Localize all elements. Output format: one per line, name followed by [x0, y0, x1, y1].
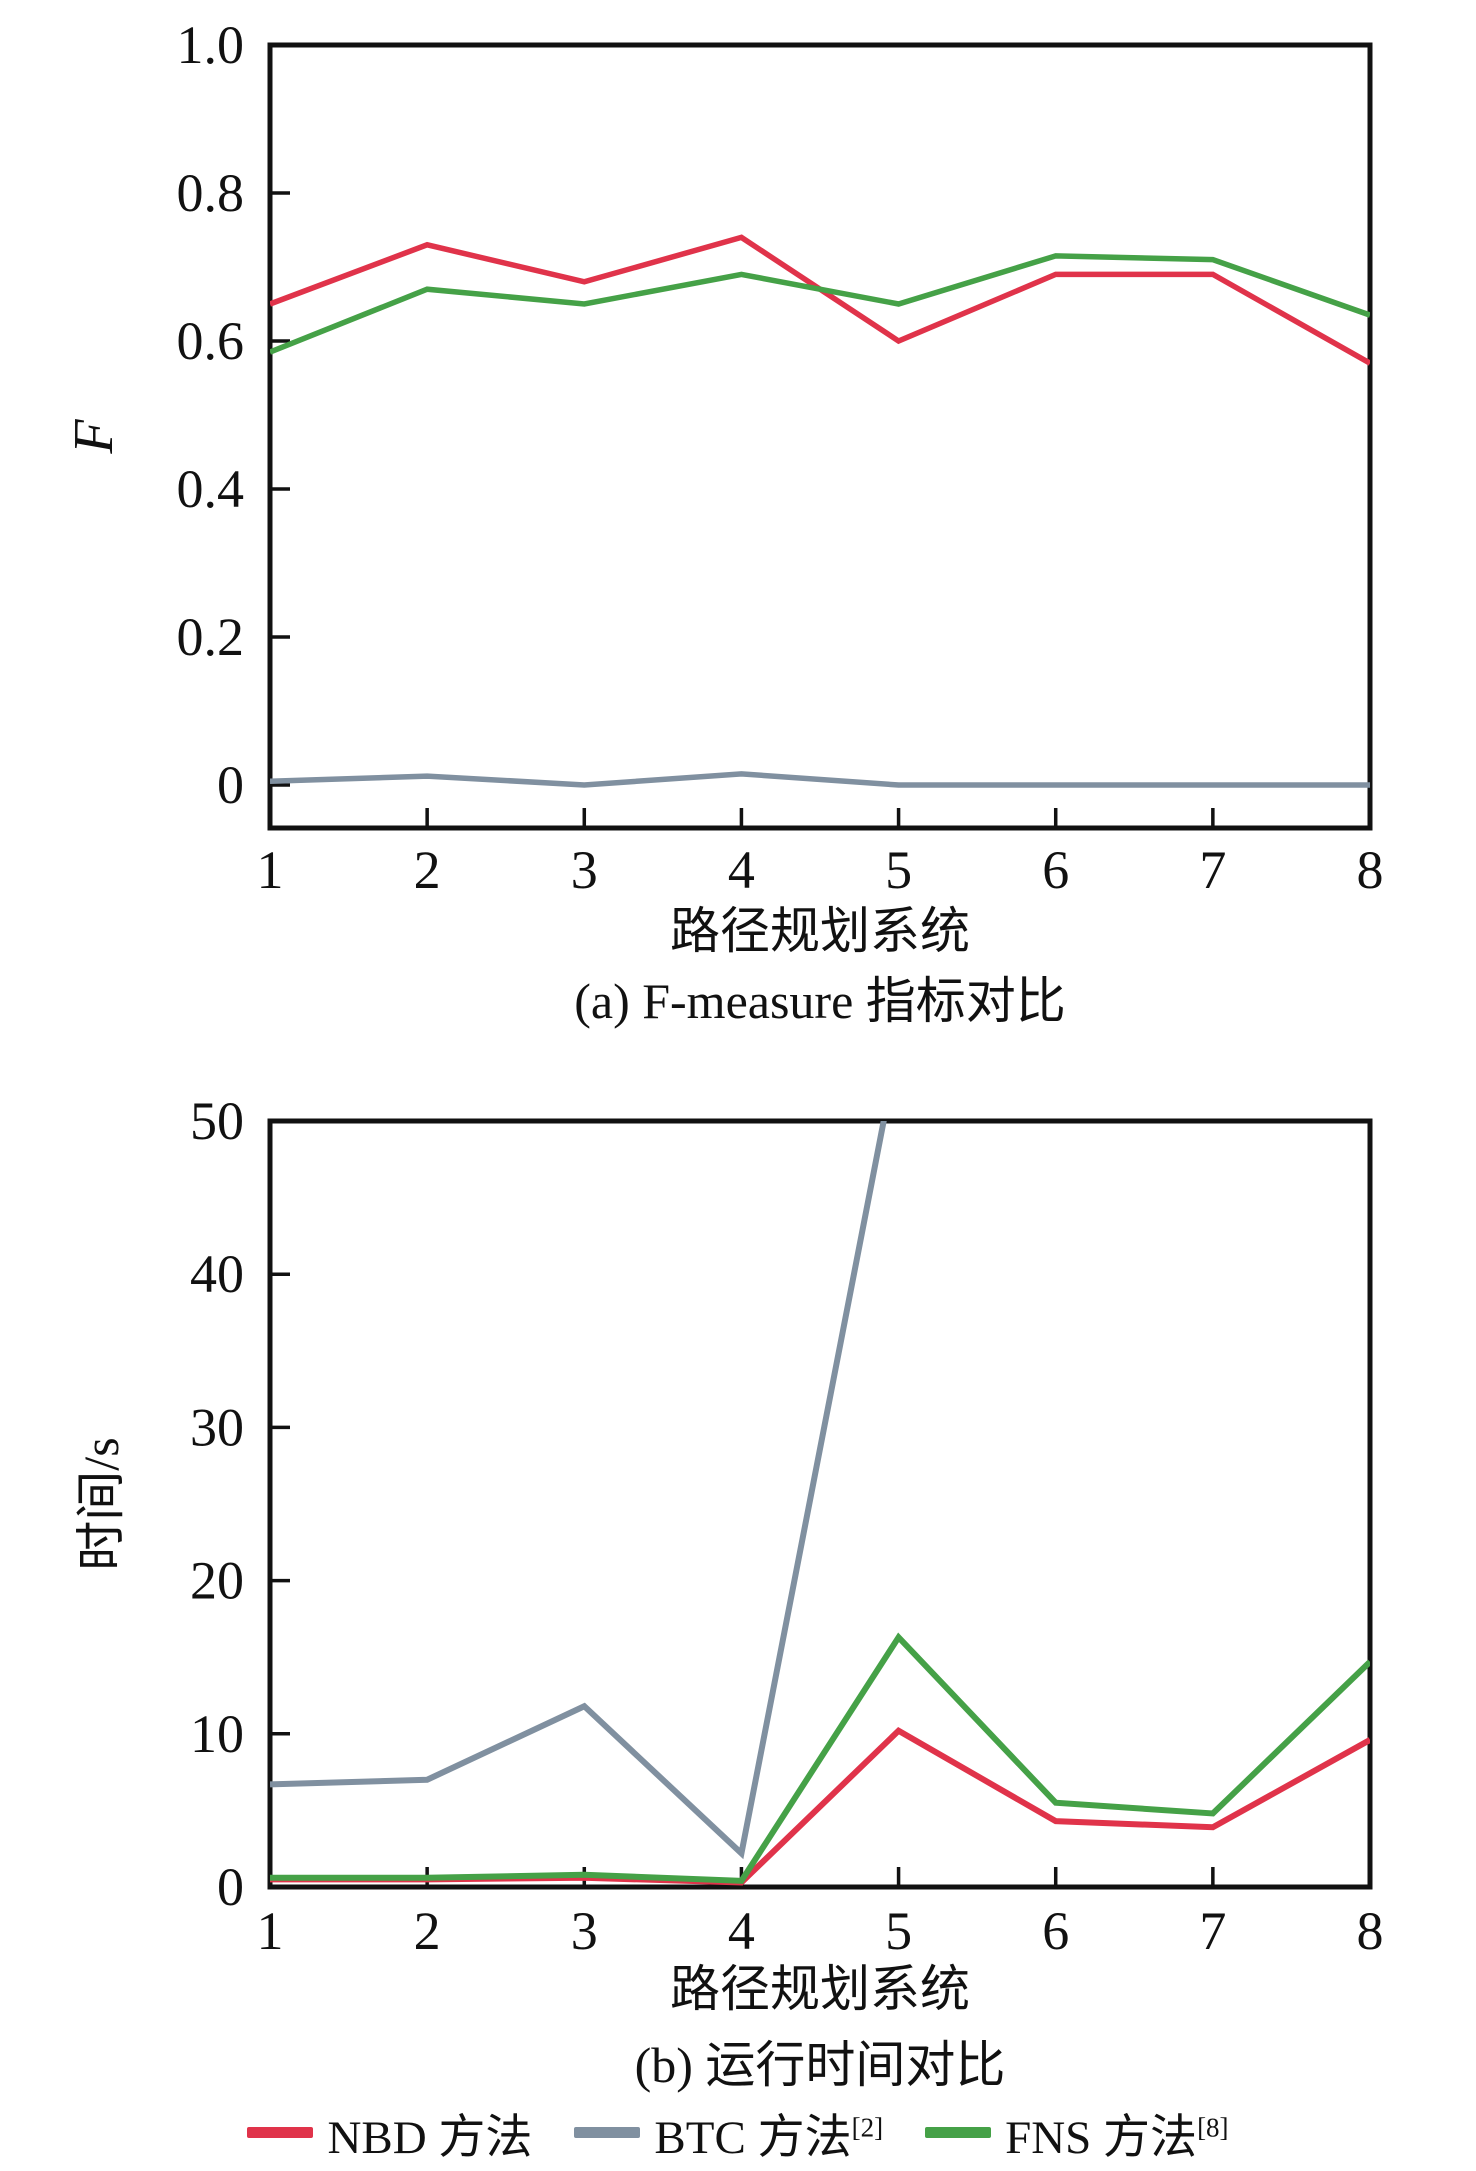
panel-caption: (b) 运行时间对比 [635, 2037, 1006, 2093]
y-tick-label: 0.4 [177, 459, 245, 519]
series-line-2 [270, 1632, 1370, 1884]
x-axis-label: 路径规划系统 [670, 903, 970, 959]
series-line-1 [270, 771, 1370, 788]
legend-swatch-0 [247, 2127, 314, 2138]
legend-label-btc: BTC 方法[2] [654, 2112, 884, 2164]
x-tick-label: 1 [257, 840, 284, 900]
legend-label-nbd: NBD 方法 [327, 2112, 533, 2164]
y-axis-label: F [63, 419, 125, 455]
x-tick-label: 5 [885, 1901, 912, 1961]
legend-item-fns: FNS 方法[8] [925, 2098, 1229, 2167]
series-line-2 [270, 253, 1370, 355]
legend: NBD 方法 BTC 方法[2] FNS 方法[8] [0, 2098, 1476, 2167]
x-tick-label: 6 [1042, 840, 1069, 900]
y-tick-label: 20 [190, 1551, 244, 1611]
y-tick-label: 0 [217, 1857, 244, 1917]
x-tick-label: 7 [1199, 840, 1226, 900]
plot-border [267, 42, 1373, 831]
x-tick-label: 4 [728, 1901, 755, 1961]
x-tick-label: 3 [571, 1901, 598, 1961]
y-tick-label: 50 [190, 1091, 244, 1151]
x-tick-label: 7 [1199, 1901, 1226, 1961]
x-tick-label: 4 [728, 840, 755, 900]
x-tick-label: 8 [1357, 1901, 1384, 1961]
plot-border [267, 1118, 1373, 1890]
y-tick-label: 0 [217, 755, 244, 815]
series-line-0 [270, 1727, 1370, 1886]
legend-ref-fns: [8] [1197, 2112, 1229, 2143]
legend-label-fns: FNS 方法[8] [1005, 2112, 1229, 2164]
legend-swatch-2 [925, 2127, 992, 2138]
y-tick-label: 10 [190, 1704, 244, 1764]
y-axis-label: 时间/s [73, 1437, 129, 1570]
x-tick-label: 2 [414, 1901, 441, 1961]
legend-item-btc: BTC 方法[2] [574, 2098, 883, 2167]
legend-swatch-1 [574, 2127, 641, 2138]
y-tick-label: 0.2 [177, 607, 245, 667]
legend-item-nbd: NBD 方法 [247, 2098, 532, 2167]
y-tick-label: 1.0 [177, 15, 245, 75]
y-tick-label: 0.6 [177, 311, 245, 371]
series-line-0 [270, 234, 1370, 366]
x-tick-label: 8 [1357, 840, 1384, 900]
panel-caption: (a) F-measure 指标对比 [574, 973, 1066, 1029]
x-tick-label: 3 [571, 840, 598, 900]
y-tick-label: 0.8 [177, 163, 245, 223]
series-line-1 [270, 1121, 887, 1860]
chart-b-canvas: 0 10 20 30 40 50 1 2 3 4 5 6 7 8 路径规划系统 时间/s (b) 运行时间对比 [73, 1091, 1384, 2093]
x-axis-label: 路径规划系统 [670, 1961, 970, 2017]
x-tick-label: 5 [885, 840, 912, 900]
y-tick-label: 30 [190, 1397, 244, 1457]
legend-ref-btc: [2] [851, 2112, 884, 2143]
x-tick-label: 6 [1042, 1901, 1069, 1961]
chart-a-canvas: 0 0.2 0.4 0.6 0.8 1.0 1 2 3 4 5 6 7 8 路径规划系统 F (a) F-mea… [63, 15, 1384, 1029]
x-tick-label: 1 [257, 1901, 284, 1961]
y-tick-label: 40 [190, 1244, 244, 1304]
x-tick-label: 2 [414, 840, 441, 900]
